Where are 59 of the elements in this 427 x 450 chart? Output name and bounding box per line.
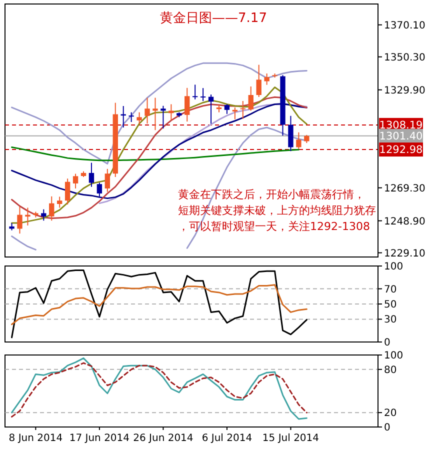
candlestick xyxy=(168,104,174,121)
candlestick xyxy=(57,196,62,208)
candlestick xyxy=(232,106,238,120)
candlestick xyxy=(96,182,102,198)
candlestick xyxy=(256,64,262,98)
x-tick-label: 6 Jul 2014 xyxy=(202,433,252,444)
y-tick-label: 20 xyxy=(384,408,397,420)
candlestick xyxy=(288,115,294,152)
y-tick-label: 100 xyxy=(384,262,404,272)
x-tick-label: 8 Jun 2014 xyxy=(8,433,63,444)
y-tick-label: 100 xyxy=(384,350,404,362)
candlestick xyxy=(152,97,158,131)
candlestick xyxy=(41,208,46,222)
x-tick-label: 15 Jul 2014 xyxy=(262,433,320,444)
candlestick xyxy=(104,168,110,192)
text: 黄金日图——7.17 xyxy=(160,11,267,26)
candlestick xyxy=(88,162,94,188)
ref-line-label: 1292.98 xyxy=(379,144,423,156)
candlestick xyxy=(200,88,206,102)
candlestick xyxy=(136,112,142,124)
line-series xyxy=(11,146,300,162)
y-tick-label: 1329.90 xyxy=(384,85,426,96)
y-tick-label: 30 xyxy=(384,314,397,326)
annotation: 黄金在下跌之后，开始小幅震荡行情， xyxy=(178,188,365,201)
annotation: ，可以暂时观望一天，关注1292-1308 xyxy=(178,220,370,233)
candlestick xyxy=(296,132,302,150)
line-series xyxy=(11,102,308,200)
y-tick-label: 1350.30 xyxy=(384,52,426,64)
ref-line-label: 1301.40 xyxy=(379,130,423,143)
y-tick-label: 0 xyxy=(384,422,390,434)
line-series xyxy=(11,284,308,326)
x-tick-label: 26 Jun 2014 xyxy=(133,433,194,444)
y-tick-label: 0 xyxy=(384,338,390,348)
x-tick-label: 17 Jun 2014 xyxy=(69,433,130,444)
candlestick xyxy=(144,97,150,124)
candlestick xyxy=(184,87,190,122)
line-series xyxy=(11,270,308,338)
y-tick-label: 1229.10 xyxy=(384,248,426,260)
candlestick xyxy=(240,100,246,120)
y-tick-label: 1269.30 xyxy=(384,183,426,194)
candlestick xyxy=(224,104,230,114)
line-series xyxy=(11,62,308,164)
y-tick-label: 80 xyxy=(384,364,397,376)
candlestick xyxy=(72,173,78,189)
candlestick xyxy=(17,206,22,234)
candlestick xyxy=(192,84,198,100)
candlestick xyxy=(160,105,166,129)
candlestick xyxy=(264,73,270,86)
candlestick xyxy=(208,94,214,124)
ref-line-label: 1308.19 xyxy=(379,120,423,132)
candlestick xyxy=(128,112,134,123)
y-tick-label: 1370.10 xyxy=(384,20,426,32)
y-tick-label: 1248.90 xyxy=(384,216,426,228)
y-tick-label: 50 xyxy=(384,300,397,310)
candlestick xyxy=(248,86,254,112)
candlestick xyxy=(49,196,54,222)
y-tick-label: 70 xyxy=(384,284,397,296)
candlestick xyxy=(64,178,70,205)
annotation: 短期关键支撑未破，上方的均线阻力犹存 xyxy=(178,204,376,217)
